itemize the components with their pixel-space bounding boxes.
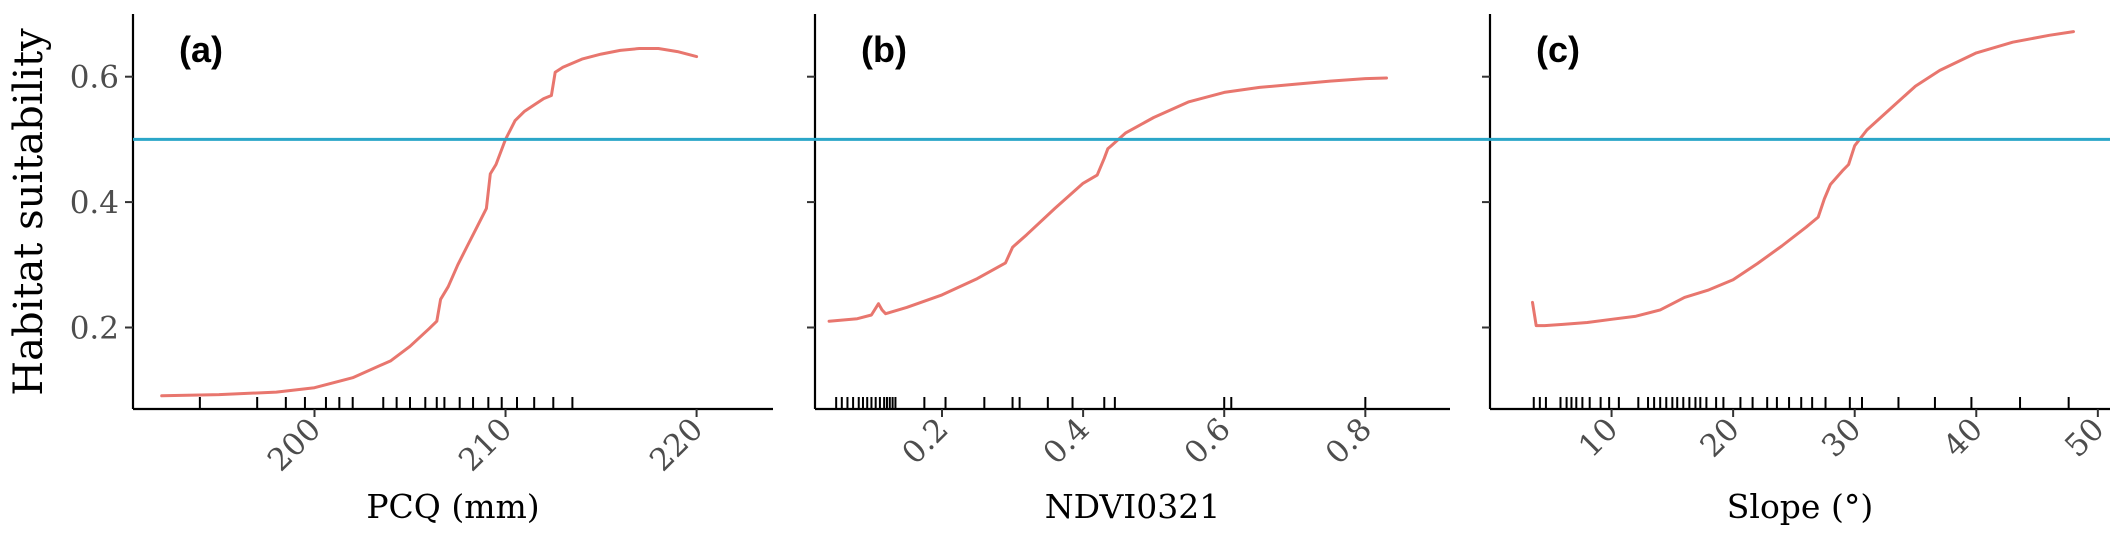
x-tick-label: 210: [452, 411, 519, 478]
x-tick-label: 30: [1815, 411, 1868, 464]
y-tick-label: 0.4: [70, 185, 119, 221]
x-tick-label: 0.8: [1319, 411, 1379, 471]
panel-label-c: (c): [1536, 29, 1580, 70]
response-curve: [160, 47, 699, 398]
x-axis-title-pcq: PCQ (mm): [366, 487, 539, 526]
panel-b-ndvi: (b) NDVI0321 0.2 0.4 0.6 0.8: [807, 14, 1450, 526]
x-tick-label: 50: [2058, 411, 2111, 464]
x-axis-title-ndvi: NDVI0321: [1045, 487, 1221, 526]
panel-label-a: (a): [179, 29, 223, 70]
response-curve: [827, 76, 1388, 323]
response-curve: [1531, 30, 2075, 328]
y-axis-title: Habitat suitability: [6, 28, 52, 396]
x-axis-title-slope: Slope (°): [1727, 487, 1873, 526]
x-tick-label: 200: [261, 411, 328, 478]
x-tick-label: 0.2: [895, 411, 955, 471]
panel-a-pcq: (a) PCQ (mm) 0.2 0.4 0.6 200 210 220: [70, 14, 773, 526]
x-tick-label: 0.4: [1036, 411, 1096, 471]
x-tick-label: 220: [643, 411, 710, 478]
y-tick-label: 0.6: [70, 60, 119, 96]
panel-c-slope: (c) Slope (°) 10 20 30 40 50: [1482, 14, 2111, 526]
x-tick-label: 40: [1937, 411, 1990, 464]
x-tick-label: 10: [1572, 411, 1625, 464]
y-tick-label: 0.2: [70, 310, 119, 346]
x-tick-label: 0.6: [1178, 411, 1238, 471]
x-tick-label: 20: [1693, 411, 1746, 464]
panel-label-b: (b): [861, 29, 907, 70]
